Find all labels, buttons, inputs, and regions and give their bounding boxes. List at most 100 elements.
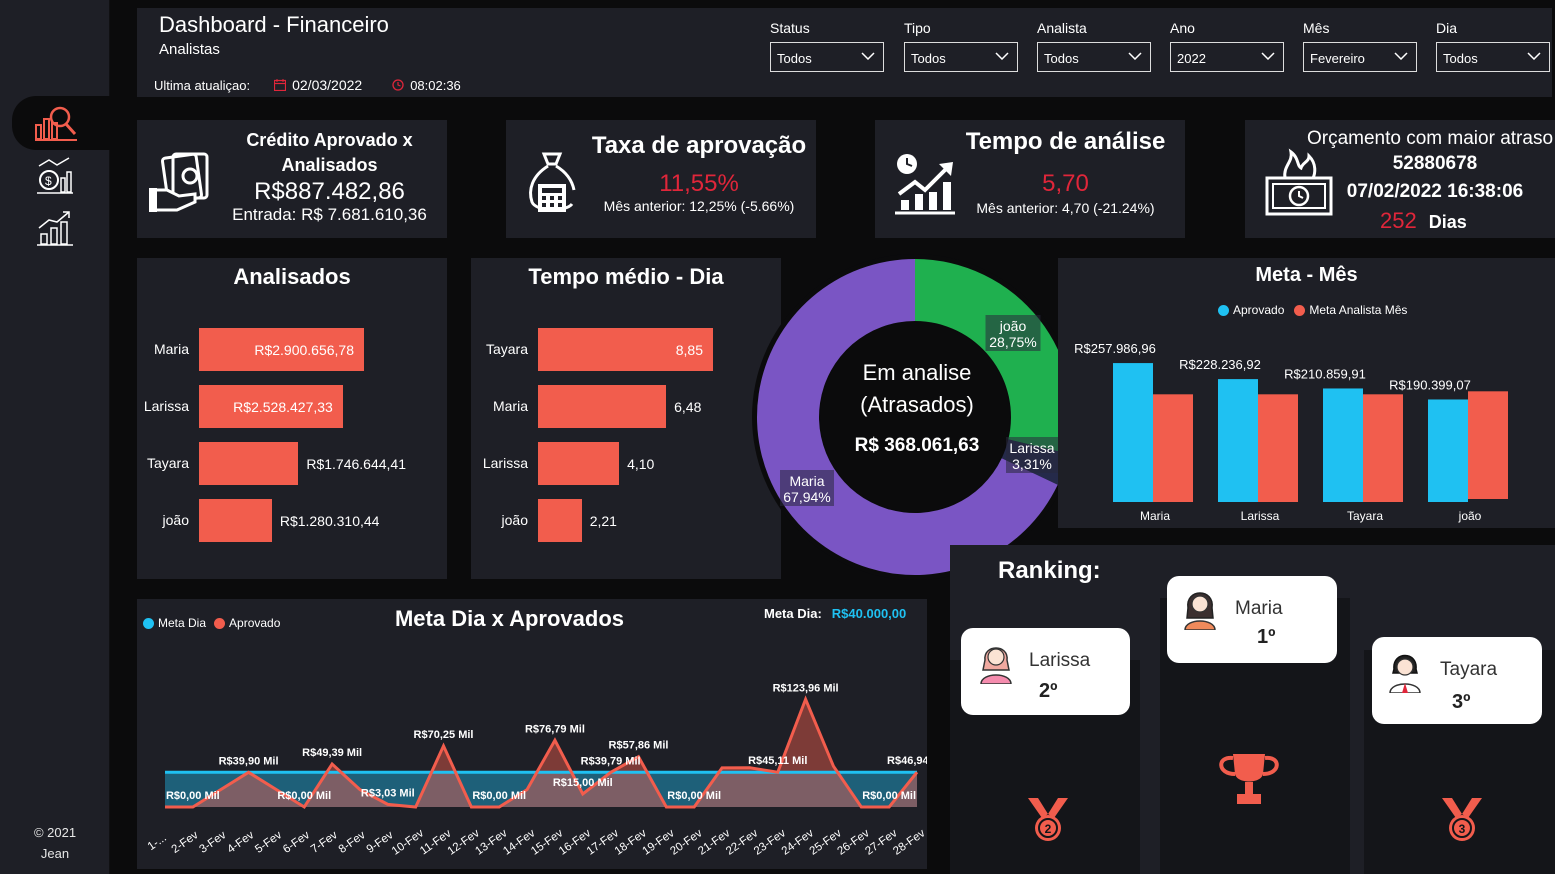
analisados-row-label: Maria (153, 341, 189, 357)
kpi-orcamento-card: Orçamento com maior atraso 52880678 07/0… (1245, 120, 1555, 238)
trophy-icon (1219, 754, 1279, 804)
legend-meta-dia-text: Meta Dia (158, 616, 207, 630)
legend-aprovado-text: Aprovado (1233, 303, 1285, 317)
aprovado-point-label: R$45,11 Mil (748, 755, 807, 767)
meta-mes-bar-meta[interactable] (1363, 394, 1403, 502)
donut-center-value: R$ 368.061,63 (855, 435, 980, 456)
meta-dia-x-label: 28-Fev (891, 827, 927, 858)
copyright-text: © 2021 (33, 825, 77, 840)
kpi-tempo-card: Tempo de análise 5,70 Mês anterior: 4,70… (875, 120, 1185, 238)
filter-tipo-label: Tipo (904, 20, 931, 36)
nav-finance-button[interactable]: $ (30, 154, 80, 198)
filter-dia-select[interactable]: Todos (1436, 42, 1550, 72)
filter-dia: Dia Todos (1436, 20, 1550, 72)
aprovado-point-label: R$0,00 Mil (472, 790, 526, 802)
tempo-row-bar (538, 385, 667, 428)
kpi-orcamento-days-value: 252 (1380, 208, 1417, 233)
meta-mes-bar-meta[interactable] (1258, 394, 1298, 502)
meta-mes-bar-meta[interactable] (1468, 391, 1508, 499)
meta-dia-x-label: 5-Fev (253, 829, 284, 856)
rank-second-name: Larissa (1029, 650, 1091, 671)
filter-status-select[interactable]: Todos (770, 42, 884, 72)
donut-label-name: Maria (789, 473, 824, 489)
meta-mes-chart: R$257.986,96 Maria R$228.236,92 Larissa R$21… (1074, 341, 1508, 523)
filter-analista-value: Todos (1044, 51, 1079, 66)
meta-mes-bar-aprovado[interactable] (1323, 388, 1363, 502)
meta-dia-area (165, 772, 917, 807)
medal-3-icon: 3 (1442, 798, 1482, 841)
filter-mes-select[interactable]: Fevereiro (1303, 42, 1417, 72)
rank-third-name: Tayara (1440, 659, 1498, 680)
donut-label-pct: 67,94% (783, 489, 830, 505)
meta-mes-x-label: Maria (1140, 509, 1170, 523)
aprovado-point-label: R$0,00 Mil (667, 790, 721, 802)
kpi-taxa-sub: Mês anterior: 12,25% (-5.66%) (603, 198, 795, 214)
donut-slice-joão[interactable] (915, 259, 1073, 454)
filter-dia-label: Dia (1436, 20, 1458, 36)
analysis-chart-icon (35, 106, 77, 141)
kpi-tempo-value: 5,70 (1042, 170, 1089, 197)
analisados-row-value: R$1.746.644,41 (306, 456, 406, 472)
page-title: Dashboard - Financeiro (159, 12, 389, 37)
tempo-row-label: Larissa (482, 455, 528, 471)
filter-mes-value: Fevereiro (1310, 51, 1365, 66)
kpi-taxa-title: Taxa de aprovação (591, 132, 807, 159)
chevron-down-icon (1394, 52, 1408, 60)
filter-tipo-select[interactable]: Todos (904, 42, 1018, 72)
update-time: 08:02:36 (410, 77, 461, 93)
tempo-row-bar (538, 328, 713, 371)
meta-mes-bar-aprovado[interactable] (1113, 363, 1153, 502)
analisados-card: Analisados Maria R$2.900.656,78 Larissa R$2… (137, 258, 447, 579)
aprovado-point-label: R$0,00 Mil (862, 790, 916, 802)
filter-ano-value: 2022 (1177, 51, 1206, 66)
update-label: Ultima atualiçao: (154, 77, 251, 93)
burning-money-icon (1265, 148, 1333, 216)
meta-dia-x-label: 2-Fev (170, 829, 201, 856)
meta-mes-bar-aprovado[interactable] (1218, 379, 1258, 502)
chevron-down-icon (1128, 52, 1142, 60)
analisados-row-bar (199, 385, 343, 428)
filter-status-value: Todos (777, 51, 812, 66)
meta-mes-x-label: Tayara (1347, 509, 1383, 523)
meta-mes-title: Meta - Mês (1255, 264, 1358, 286)
update-date: 02/03/2022 (292, 77, 363, 93)
meta-mes-bar-meta[interactable] (1153, 394, 1193, 502)
clock-icon (392, 79, 404, 91)
aprovado-point-label: R$49,39 Mil (302, 747, 362, 759)
nav-analysts-button[interactable] (12, 96, 110, 150)
meta-mes-x-label: Larissa (1241, 509, 1280, 523)
filter-ano-select[interactable]: 2022 (1170, 42, 1284, 72)
kpi-taxa-value: 11,55% (659, 170, 739, 197)
analisados-title: Analisados (233, 264, 351, 289)
sidebar: $ © 2021 Jean (0, 0, 110, 874)
filter-analista: Analista Todos (1037, 20, 1151, 72)
ranking-title: Ranking: (998, 557, 1101, 584)
legend-aprovado-dia-text: Aprovado (229, 616, 281, 630)
meta-dia-area-chart: R$0,00 Mil R$39,90 Mil R$0,00 Mil R$49,39 M… (146, 682, 927, 858)
tempo-row-value: 6,48 (674, 399, 702, 415)
kpi-credito-title2: Analisados (281, 155, 378, 175)
cash-hand-icon (149, 152, 209, 212)
aprovado-point-label: R$15,00 Mil (553, 777, 613, 789)
filter-tipo: Tipo Todos (904, 20, 1018, 72)
filter-status: Status Todos (770, 20, 884, 72)
tempo-medio-card: Tempo médio - Dia Tayara 8,85 Maria 6,48 Lar… (471, 258, 781, 579)
legend-aprovado-dot (1218, 304, 1229, 316)
analisados-row-label: Tayara (146, 455, 189, 471)
meta-mes-bar-aprovado[interactable] (1428, 399, 1468, 502)
filter-analista-select[interactable]: Todos (1037, 42, 1151, 72)
meta-dia-x-label: 1-... (146, 832, 169, 853)
author-text: Jean (40, 846, 70, 861)
donut-label-bg (1006, 437, 1058, 473)
chevron-down-icon (1527, 52, 1541, 60)
kpi-orcamento-days-label: Dias (1428, 212, 1467, 232)
analisados-row-value: R$2.528.427,33 (233, 399, 333, 415)
money-bag-icon (529, 152, 576, 212)
rank-second-pos: 2º (1039, 680, 1058, 702)
kpi-tempo-sub: Mês anterior: 4,70 (-21.24%) (976, 200, 1155, 216)
rank-card-first: Maria 1º (1167, 576, 1337, 663)
filter-tipo-value: Todos (911, 51, 946, 66)
meta-mes-x-label: joão (1458, 509, 1482, 523)
last-update: Ultima atualiçao: 02/03/2022 08:02:36 (154, 77, 461, 93)
nav-growth-button[interactable] (30, 206, 80, 250)
